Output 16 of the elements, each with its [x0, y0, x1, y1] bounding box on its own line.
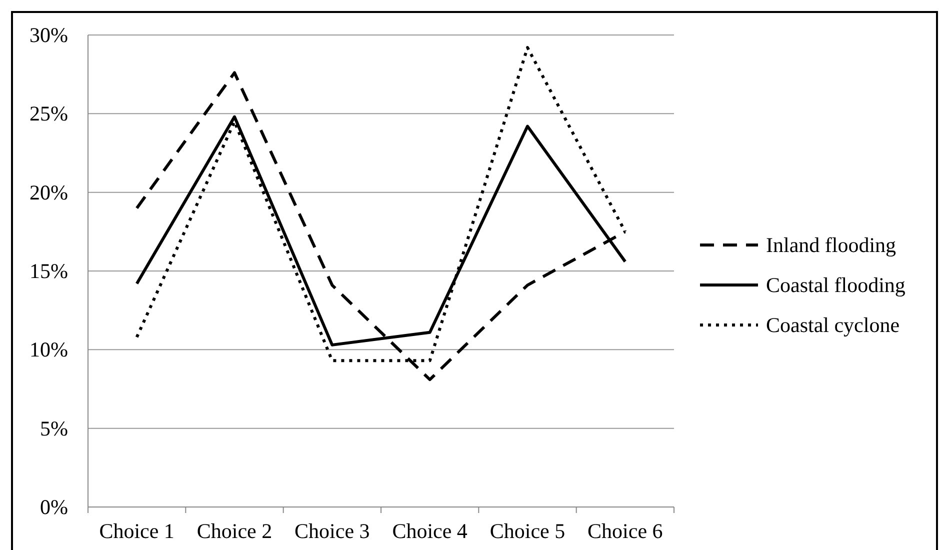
y-tick-label: 10% — [30, 338, 68, 362]
y-tick-label: 20% — [30, 180, 68, 204]
legend-label: Coastal flooding — [766, 273, 906, 297]
legend-label: Inland flooding — [766, 233, 897, 257]
x-tick-label: Choice 6 — [588, 519, 663, 543]
x-tick-label: Choice 3 — [294, 519, 370, 543]
y-tick-label: 25% — [30, 102, 68, 126]
x-tick-label: Choice 5 — [490, 519, 566, 543]
y-tick-label: 30% — [30, 23, 68, 47]
x-tick-label: Choice 4 — [392, 519, 468, 543]
y-tick-label: 0% — [40, 495, 68, 519]
x-tick-label: Choice 1 — [99, 519, 174, 543]
legend-label: Coastal cyclone — [766, 313, 900, 337]
x-tick-label: Choice 2 — [196, 519, 272, 543]
y-tick-label: 15% — [30, 259, 68, 283]
y-tick-label: 5% — [40, 416, 68, 440]
